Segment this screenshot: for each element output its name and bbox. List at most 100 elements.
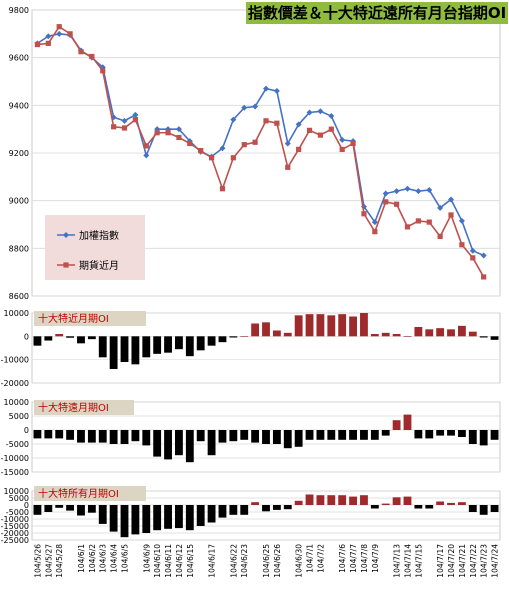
- oi-bar: [109, 430, 118, 444]
- oi-bar: [262, 322, 270, 337]
- x-tick-label: 104/7/8: [360, 544, 369, 573]
- oi-bar: [338, 314, 347, 337]
- taiex-point: [437, 204, 444, 211]
- y-tick-label: 9000: [9, 197, 29, 206]
- oi-bar: [338, 495, 347, 505]
- x-tick-label: 104/7/24: [491, 544, 500, 578]
- oi-bar: [229, 505, 238, 515]
- y-tick-label: 9800: [9, 6, 29, 15]
- oi-bar: [283, 332, 292, 337]
- oi-bar: [436, 328, 445, 337]
- x-tick-label: 104/7/13: [393, 544, 402, 578]
- oi-bar: [403, 414, 412, 430]
- futures-point: [274, 120, 280, 126]
- oi-bar: [185, 505, 194, 531]
- near-month-oi-panel: 10000 0 -10000 -20000 十大特近月期OI: [1, 309, 501, 388]
- futures-point: [198, 148, 204, 154]
- x-tick-label: 104/6/26: [273, 544, 282, 578]
- taiex-point: [458, 217, 465, 224]
- oi-bar: [447, 329, 455, 337]
- x-tick-label: 104/7/23: [480, 544, 489, 578]
- oi-bar: [327, 495, 336, 505]
- x-tick-label: 104/6/12: [175, 544, 184, 578]
- oi-bar: [142, 336, 151, 358]
- y-tick-label: -10000: [1, 356, 29, 365]
- oi-bar: [468, 430, 477, 444]
- taiex-point: [45, 33, 52, 40]
- oi-bar: [207, 505, 216, 523]
- oi-bar: [468, 331, 477, 337]
- futures-point: [219, 186, 226, 192]
- taiex-point: [382, 190, 389, 197]
- oi-bar: [360, 313, 368, 337]
- oi-bar: [479, 430, 488, 446]
- oi-bar: [425, 505, 434, 509]
- futures-point: [67, 31, 73, 37]
- y-tick-label: -15000: [1, 522, 29, 531]
- x-tick-label: 104/7/2: [316, 544, 325, 573]
- oi-bar: [479, 505, 488, 515]
- y-tick-label: 9200: [9, 149, 29, 158]
- taiex-point: [263, 85, 269, 92]
- oi-bar: [229, 336, 238, 338]
- x-tick-label: 104/7/15: [414, 544, 423, 578]
- oi-bar: [153, 505, 162, 531]
- oi-bar: [457, 325, 466, 337]
- oi-bar: [164, 430, 172, 460]
- oi-bar: [153, 430, 162, 457]
- oi-bar: [33, 336, 42, 346]
- oi-bar: [468, 505, 477, 512]
- oi-bar: [360, 495, 368, 505]
- y-tick-label: 10000: [4, 398, 29, 407]
- x-tick-label: 104/7/9: [371, 544, 380, 573]
- chart-title: 指數價差＆十大特近遠所有月台指期OI: [248, 4, 506, 22]
- oi-bar: [44, 430, 53, 439]
- x-tick-label: 104/6/25: [262, 544, 271, 578]
- oi-bar: [240, 336, 249, 337]
- x-tick-label: 104/7/22: [469, 544, 478, 578]
- oi-bar: [196, 505, 205, 526]
- oi-bar: [305, 314, 314, 337]
- taiex-point: [328, 113, 335, 120]
- oi-bar: [87, 505, 96, 513]
- taiex-point: [132, 111, 139, 118]
- oi-bar: [153, 336, 162, 354]
- oi-bar: [66, 336, 75, 338]
- futures-point: [132, 117, 138, 123]
- y-tick-label: 10000: [4, 309, 29, 318]
- x-tick-label: 104/6/9: [142, 544, 151, 573]
- y-tick-label: -20000: [1, 379, 29, 388]
- y-tick-label: -10000: [1, 515, 29, 524]
- oi-bar: [142, 505, 151, 533]
- futures-point: [459, 242, 465, 248]
- oi-bar: [207, 430, 216, 456]
- oi-bar: [164, 336, 172, 353]
- oi-bar: [98, 505, 107, 524]
- legend-taiex-label: 加權指數: [79, 229, 119, 242]
- futures-point: [89, 53, 95, 60]
- oi-bar: [316, 430, 325, 440]
- taiex-point: [241, 104, 248, 111]
- futures-point: [339, 146, 345, 153]
- oi-bar: [403, 496, 412, 505]
- futures-point: [230, 155, 236, 161]
- futures-point: [56, 24, 62, 30]
- y-tick-label: -5000: [6, 508, 29, 517]
- oi-bar: [175, 430, 183, 456]
- futures-point: [317, 132, 324, 138]
- x-tick-label: 104/6/23: [240, 544, 249, 578]
- oi-bar: [44, 505, 53, 512]
- panel-title-box: [34, 400, 134, 415]
- oi-bar: [77, 430, 85, 443]
- taiex-point: [230, 116, 237, 123]
- oi-bar: [370, 505, 379, 509]
- futures-point: [176, 134, 182, 141]
- taiex-point: [306, 109, 313, 116]
- futures-point: [296, 146, 302, 153]
- panel-title-box: [34, 311, 146, 326]
- oi-bar: [251, 323, 260, 337]
- x-tick-label: 104/6/4: [110, 544, 119, 573]
- oi-bar: [109, 505, 118, 532]
- oi-bar: [262, 505, 270, 512]
- oi-bar: [240, 505, 249, 515]
